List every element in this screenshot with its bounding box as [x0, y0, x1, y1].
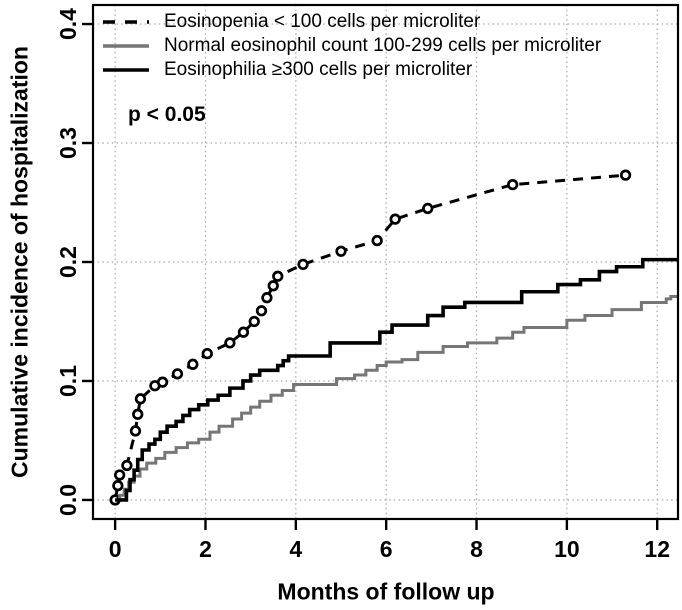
- series-marker-0: [335, 245, 347, 257]
- x-axis-tick-label: 4: [289, 536, 302, 562]
- series-marker-0: [507, 179, 519, 191]
- series-marker-0: [112, 480, 124, 492]
- series-line-2: [115, 257, 678, 502]
- p-value-annotation: p < 0.05: [128, 103, 206, 126]
- series-marker-0: [201, 347, 213, 360]
- y-axis-tick-label: 0.2: [55, 246, 81, 278]
- x-axis-tick-label: 8: [470, 536, 483, 562]
- legend-item-eosinopenia: Eosinopenia < 100 cells per microliter: [101, 10, 601, 34]
- series-line-0: [113, 173, 626, 501]
- series-marker-0: [422, 202, 434, 215]
- legend-key-gray-line-icon: [103, 44, 149, 48]
- legend-label-eosinopenia: Eosinopenia < 100 cells per microliter: [164, 11, 481, 32]
- y-axis-tick-label: 0.3: [55, 127, 81, 159]
- series-marker-0: [129, 425, 142, 437]
- x-axis-tick-label: 2: [199, 536, 212, 562]
- y-axis-tick-label: 0.1: [55, 365, 81, 397]
- legend-key-dashed-line-icon: [103, 20, 149, 24]
- series-marker-0: [255, 305, 268, 317]
- y-axis-tick-label: 0.4: [55, 8, 81, 40]
- x-axis-tick-label: 12: [644, 536, 670, 562]
- legend: Eosinopenia < 100 cells per microliter N…: [101, 10, 601, 82]
- x-axis-tick-label: 0: [109, 536, 122, 562]
- series-marker-0: [267, 280, 279, 292]
- series-marker-0: [297, 258, 309, 271]
- legend-item-eosinophilia: Eosinophilia ≥300 cells per microliter: [101, 58, 601, 82]
- legend-item-normal: Normal eosinophil count 100-299 cells pe…: [101, 34, 601, 58]
- series-marker-0: [389, 213, 401, 225]
- series-marker-0: [132, 408, 144, 420]
- legend-label-eosinophilia: Eosinophilia ≥300 cells per microliter: [164, 59, 473, 80]
- x-axis-tick-label: 6: [380, 536, 393, 562]
- series-marker-0: [272, 270, 284, 282]
- x-axis-title: Months of follow up: [277, 578, 495, 605]
- x-axis-tick-label: 10: [554, 536, 580, 562]
- series-marker-0: [134, 393, 147, 405]
- series-marker-0: [114, 469, 126, 481]
- series-marker-0: [619, 169, 632, 181]
- series-line-1: [115, 295, 678, 502]
- series-marker-0: [121, 459, 133, 472]
- y-axis-tick-label: 0.0: [55, 484, 81, 516]
- y-axis-title: Cumulative incidence of hospitalization: [6, 46, 33, 478]
- series-marker-0: [261, 292, 273, 304]
- series-marker-0: [371, 234, 383, 247]
- series-marker-0: [248, 315, 260, 328]
- series-marker-0: [187, 358, 199, 370]
- legend-label-normal: Normal eosinophil count 100-299 cells pe…: [164, 35, 602, 56]
- series-marker-0: [171, 368, 184, 380]
- legend-key-black-line-icon: [103, 68, 149, 72]
- series-marker-0: [156, 376, 169, 388]
- series-marker-0: [237, 326, 250, 338]
- series-marker-0: [224, 337, 236, 349]
